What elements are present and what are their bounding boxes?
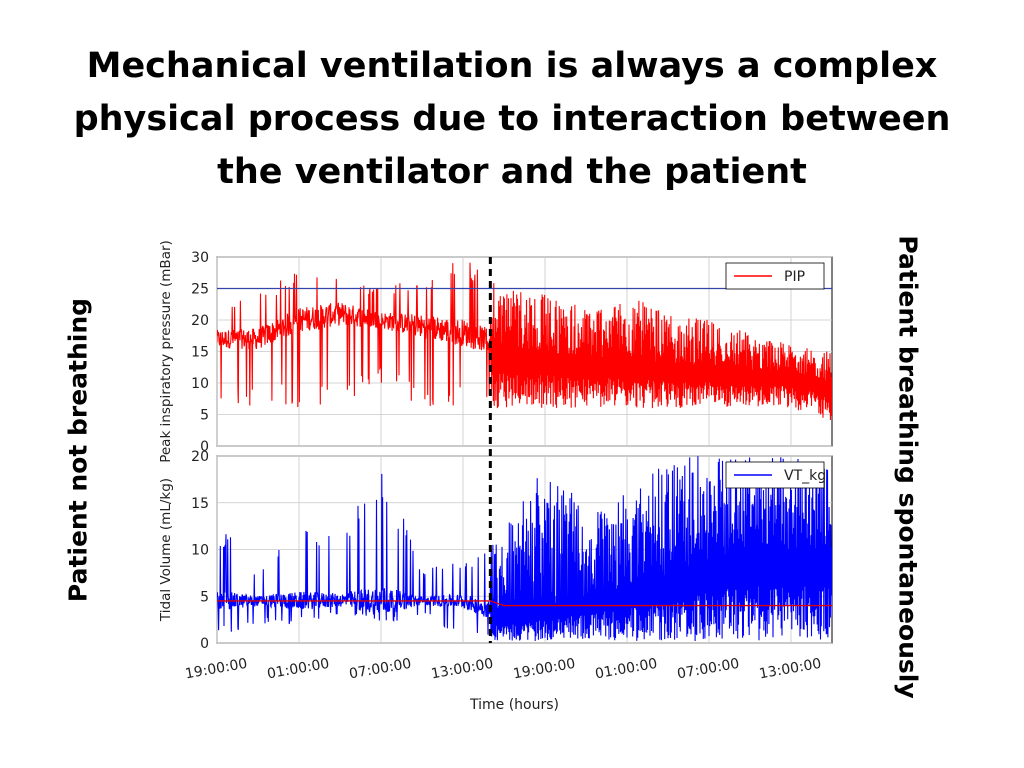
bottom-ytick-label: 0 — [200, 636, 209, 652]
title-line-1: Mechanical ventilation is always a compl… — [86, 46, 938, 86]
bottom-reference-line — [217, 600, 832, 607]
top-legend-label: PIP — [784, 269, 805, 285]
top-ytick-label: 30 — [191, 250, 209, 266]
bottom-series-group — [217, 456, 832, 642]
top-ytick-label: 15 — [191, 345, 209, 361]
xtick-label: 19:00:00 — [512, 656, 577, 683]
top-ylabel: Peak inspiratory pressure (mBar) — [158, 240, 174, 463]
xaxis-label: Time (hours) — [469, 697, 559, 713]
xtick-label: 13:00:00 — [758, 656, 823, 683]
bottom-ytick-label: 5 — [200, 589, 209, 605]
xtick-label: 01:00:00 — [266, 656, 331, 683]
top-ytick-label: 10 — [191, 376, 209, 392]
title-line-2: physical process due to interaction betw… — [73, 99, 951, 139]
bottom-legend-label: VT_kg — [784, 468, 826, 484]
top-ytick-label: 5 — [200, 408, 209, 424]
bottom-ylabel: Tidal Volume (mL/kg) — [158, 478, 174, 622]
bottom-series-VT_kg — [217, 456, 832, 642]
pip-panel: 0 5 10 15 20 25 30 PIP Peak inspiratory pressure… — [158, 240, 833, 463]
top-series-PIP — [217, 262, 832, 421]
xtick-label: 07:00:00 — [348, 656, 413, 683]
xtick-label: 07:00:00 — [676, 656, 741, 683]
bottom-ytick-label: 10 — [191, 543, 209, 559]
slide-title: Mechanical ventilation is always a compl… — [62, 40, 962, 199]
xtick-label: 13:00:00 — [430, 656, 495, 683]
title-line-3: the ventilator and the patient — [217, 152, 807, 192]
bottom-ytick-label: 15 — [191, 496, 209, 512]
top-ytick-label: 0 — [200, 439, 209, 455]
tidal-volume-panel: 0 5 10 15 20 VT_kg Tidal Volume (mL/kg) 19:00:0… — [158, 449, 833, 713]
xtick-label: 01:00:00 — [594, 656, 659, 683]
top-ytick-label: 20 — [191, 313, 209, 329]
xtick-label: 19:00:00 — [184, 656, 249, 683]
bottom-ytick-label: 20 — [191, 449, 209, 465]
top-ytick-label: 25 — [191, 282, 209, 298]
